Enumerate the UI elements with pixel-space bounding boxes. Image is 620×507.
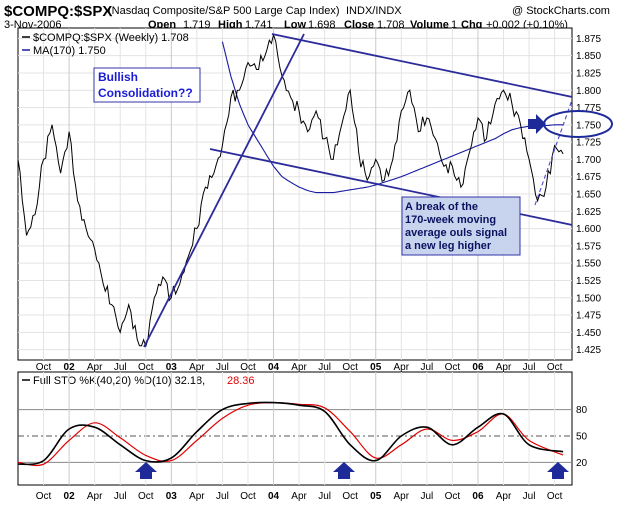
stoch-legend-label: Full STO %K(40,20) %D(10) 32.18, xyxy=(33,375,205,387)
stoch-y-tick-label: 20 xyxy=(576,458,588,469)
price-x-tick-label: Oct xyxy=(445,362,461,373)
stoch-x-tick-label: 04 xyxy=(268,491,280,502)
price-y-tick-label: 1.550 xyxy=(576,259,601,270)
price-x-tick-label: 03 xyxy=(166,362,178,373)
stoch-x-tick-label: Apr xyxy=(189,491,205,502)
price-y-axis: 1.875 1.850 1.825 1.800 1.775 1.750 1.725 1.700… xyxy=(576,34,601,356)
stoch-y-axis: 80 50 20 xyxy=(576,405,588,469)
stoch-x-axis: Oct 02 Apr Jul Oct 03 Apr Jul Oct 04 Apr Jul Oct 05 Ap… xyxy=(36,491,563,502)
price-y-tick-label: 1.650 xyxy=(576,190,601,201)
price-x-tick-label: Oct xyxy=(547,362,563,373)
price-y-tick-label: 1.475 xyxy=(576,311,601,322)
stoch-x-tick-label: Jul xyxy=(523,491,536,502)
price-y-tick-label: 1.625 xyxy=(576,207,601,218)
price-series-line xyxy=(18,33,564,348)
stoch-x-tick-label: 06 xyxy=(472,491,484,502)
price-x-tick-label: Jul xyxy=(318,362,331,373)
price-x-tick-label: Jul xyxy=(216,362,229,373)
price-y-tick-label: 1.850 xyxy=(576,51,601,62)
price-x-axis: Oct 02 Apr Jul Oct 03 Apr Jul Oct 04 Apr Jul Oct 05 Ap… xyxy=(36,362,563,373)
bullish-annotation-line2: Consolidation?? xyxy=(98,86,193,100)
stoch-x-tick-label: Oct xyxy=(138,491,154,502)
price-y-tick-label: 1.725 xyxy=(576,138,601,149)
price-y-tick-label: 1.600 xyxy=(576,224,601,235)
break-annotation-box xyxy=(401,196,521,256)
right-arrow-icon xyxy=(528,114,546,134)
price-y-tick-label: 1.800 xyxy=(576,86,601,97)
price-y-tick-label: 1.700 xyxy=(576,155,601,166)
price-x-tick-label: Jul xyxy=(114,362,127,373)
stoch-x-tick-label: 03 xyxy=(166,491,178,502)
price-x-tick-label: Jul xyxy=(523,362,536,373)
stoch-y-tick-label: 80 xyxy=(576,405,588,416)
stoch-k-line xyxy=(18,401,564,466)
stoch-x-tick-label: Apr xyxy=(291,491,307,502)
stoch-x-tick-label: Oct xyxy=(445,491,461,502)
stoch-x-tick-label: Apr xyxy=(394,491,410,502)
chart-exchange: INDX/INDX xyxy=(346,5,402,17)
price-y-tick-label: 1.425 xyxy=(576,345,601,356)
up-arrow-icon xyxy=(135,462,157,479)
stoch-x-tick-label: 05 xyxy=(370,491,382,502)
stoch-y-tick-label: 50 xyxy=(576,432,588,443)
price-x-tick-label: 05 xyxy=(370,362,382,373)
upper-channel-trendline xyxy=(271,33,572,98)
watermark: @ StockCharts.com xyxy=(512,5,610,17)
price-x-tick-label: Apr xyxy=(189,362,205,373)
break-annotation-line1: A break of the xyxy=(405,201,478,213)
price-x-tick-label: Apr xyxy=(394,362,410,373)
price-x-tick-label: Oct xyxy=(342,362,358,373)
price-x-tick-label: 04 xyxy=(268,362,280,373)
price-x-tick-label: 06 xyxy=(472,362,484,373)
price-y-tick-label: 1.875 xyxy=(576,34,601,45)
price-x-tick-label: Apr xyxy=(87,362,103,373)
stoch-legend-d-value: 28.36 xyxy=(227,375,255,387)
price-x-tick-label: Oct xyxy=(138,362,154,373)
up-arrow-icon xyxy=(547,462,569,479)
ma-170-line xyxy=(221,41,564,194)
price-y-tick-label: 1.450 xyxy=(576,328,601,339)
stoch-x-tick-label: Oct xyxy=(547,491,563,502)
volume-value: 1 xyxy=(451,19,457,31)
stoch-x-tick-label: Apr xyxy=(496,491,512,502)
stoch-x-tick-label: Jul xyxy=(318,491,331,502)
price-x-tick-label: Jul xyxy=(420,362,433,373)
break-annotation-line3: average ouls signal xyxy=(405,227,507,239)
stoch-panel-frame xyxy=(17,371,573,486)
legend-price-label: $COMPQ:$SPX (Weekly) 1.708 xyxy=(33,32,189,44)
price-x-tick-label: Oct xyxy=(240,362,256,373)
projection-dashed-line-2 xyxy=(534,98,572,206)
break-annotation-line2: 170-week moving xyxy=(405,214,496,226)
price-y-tick-label: 1.575 xyxy=(576,241,601,252)
bullish-annotation-line1: Bullish xyxy=(98,70,138,84)
stoch-x-tick-label: 02 xyxy=(64,491,76,502)
bullish-annotation-box xyxy=(93,67,201,103)
rising-support-trendline xyxy=(143,33,305,348)
stoch-x-tick-label: Oct xyxy=(342,491,358,502)
legend-ma-label: MA(170) 1.750 xyxy=(33,45,106,57)
chart-description: (Nasdaq Composite/S&P 500 Large Cap Inde… xyxy=(108,5,340,17)
price-y-tick-label: 1.675 xyxy=(576,172,601,183)
stoch-x-tick-label: Apr xyxy=(87,491,103,502)
up-arrow-icon xyxy=(333,462,355,479)
stoch-x-tick-label: Oct xyxy=(240,491,256,502)
stoch-x-tick-label: Jul xyxy=(216,491,229,502)
price-y-tick-label: 1.825 xyxy=(576,68,601,79)
stoch-x-tick-label: Jul xyxy=(420,491,433,502)
break-annotation-line4: a new leg higher xyxy=(405,240,492,252)
chart-symbol: $COMPQ:$SPX xyxy=(4,3,112,20)
price-x-tick-label: Apr xyxy=(291,362,307,373)
stoch-x-tick-label: Jul xyxy=(114,491,127,502)
price-y-tick-label: 1.500 xyxy=(576,293,601,304)
price-x-tick-label: Apr xyxy=(496,362,512,373)
stoch-x-tick-label: Oct xyxy=(36,491,52,502)
price-y-tick-label: 1.750 xyxy=(576,120,601,131)
price-y-tick-label: 1.525 xyxy=(576,276,601,287)
lower-channel-trendline xyxy=(209,148,572,226)
price-x-tick-label: Oct xyxy=(36,362,52,373)
price-x-tick-label: 02 xyxy=(64,362,76,373)
price-y-tick-label: 1.775 xyxy=(576,103,601,114)
